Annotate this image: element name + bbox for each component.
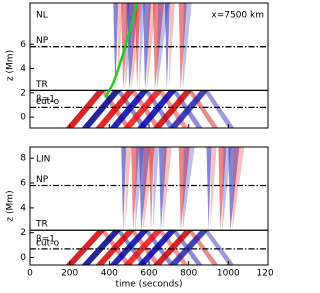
annotation: x=7500 km [211,11,264,21]
level-label: NP [36,36,49,46]
wave-pattern [152,230,193,265]
panel-label: NL [36,11,48,21]
y-tick-label: 0 [20,113,26,123]
wave-pattern [182,3,192,91]
y-tick-label: 2 [20,228,26,238]
wave-pattern [210,147,217,231]
wave-pattern [152,147,159,231]
wave-pattern [131,3,144,91]
wave-pattern [232,147,245,231]
wave-pattern [218,147,227,231]
plot-area [30,147,268,265]
x-tick-label: 1200 [257,269,273,279]
wave-pattern [65,230,106,265]
wave-pattern [222,147,232,231]
y-tick-label: 6 [20,179,26,189]
wave-pattern [206,147,212,231]
level-label: β=1 [36,235,55,245]
track-line [104,3,139,99]
wave-pattern [147,3,157,91]
wave-pattern [203,90,235,128]
wave-pattern [178,147,190,231]
panel-label: LIN [36,155,50,165]
y-tick-label: 4 [20,64,26,74]
wave-pattern [182,147,195,231]
y-tick-label: 2 [20,88,26,98]
wave-pattern [168,230,209,265]
axis-label: time (seconds) [115,280,182,290]
wave-pattern [137,230,177,265]
level-label: TR [35,220,48,230]
level-label: cut-o [36,97,60,107]
wave-pattern [158,147,167,231]
wave-pattern [95,230,136,265]
x-tick-label: 600 [140,269,157,279]
wave-pattern [95,90,136,128]
x-tick-label: 200 [61,269,78,279]
wave-pattern [81,90,122,128]
wave-pattern [121,147,127,231]
y-tick-label: 6 [20,40,26,50]
x-tick-label: 1000 [217,269,240,279]
wave-pattern [137,90,177,128]
level-label: TR [35,80,48,90]
axis-label: z (Mm) [6,50,16,81]
y-tick-label: 4 [20,203,26,213]
wave-pattern [149,147,154,231]
x-tick-label: 400 [101,269,118,279]
wave-pattern [123,90,163,128]
wave-pattern [162,147,172,231]
wave-pattern [168,90,209,128]
wave-pattern [203,230,235,265]
level-label: cut-o [36,238,60,248]
wave-pattern [125,147,132,231]
axis-label: z (Mm) [6,190,16,221]
wave-pattern [164,3,170,91]
wave-pattern [123,230,163,265]
wave-pattern [152,90,193,128]
wave-pattern [131,147,140,231]
x-tick-label: 0 [27,269,33,279]
wave-pattern [65,90,106,128]
y-tick-label: 0 [20,253,26,263]
level-label: β=1 [36,94,55,104]
wave-pattern [109,230,149,265]
wave-pattern [228,147,240,231]
x-tick-label: 800 [180,269,197,279]
wave-pattern [139,147,151,231]
plot-area [30,3,268,128]
level-label: NP [36,175,49,185]
y-tick-label: 8 [20,154,26,164]
wave-pattern [109,90,149,128]
wave-pattern [81,230,122,265]
wave-pattern [135,147,145,231]
